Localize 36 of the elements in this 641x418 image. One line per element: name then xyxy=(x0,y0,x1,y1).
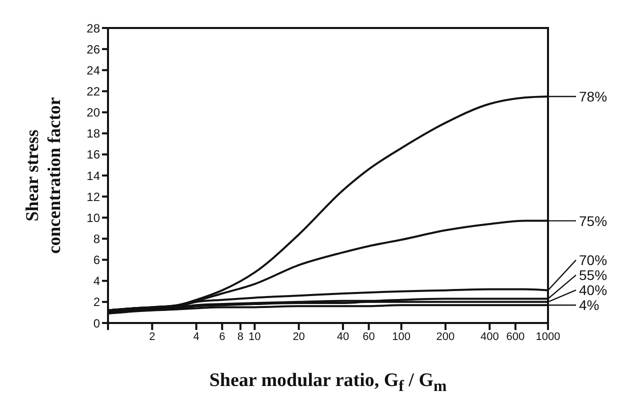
legend-label: 78% xyxy=(579,88,608,104)
y-tick-label: 28 xyxy=(86,21,100,36)
x-tick-label: 20 xyxy=(292,330,305,343)
text: 55% xyxy=(579,267,608,284)
y-tick-label: 22 xyxy=(86,84,100,98)
x-tick-label: 400 xyxy=(480,330,499,343)
y-tick-label: 20 xyxy=(86,106,100,120)
x-tick-label: 100 xyxy=(392,330,411,343)
y-tick-label: 10 xyxy=(86,210,100,225)
legend-label: 4% xyxy=(579,297,600,314)
legend-label: 75% xyxy=(579,212,608,229)
y-tick-label: 16 xyxy=(86,148,100,162)
x-tick-label: 1000 xyxy=(536,330,560,343)
x-tick-label: 10 xyxy=(248,330,261,343)
legend-label: 40% xyxy=(579,282,608,298)
x-tick-label: 40 xyxy=(336,330,350,343)
y-tick-label: 26 xyxy=(86,42,100,56)
y-tick-label: 4 xyxy=(93,274,100,288)
y-tick-label: 0 xyxy=(93,316,100,330)
y-axis-title: Shear stress concentration factor xyxy=(22,97,64,254)
y-tick-label: 8 xyxy=(93,232,100,246)
y-tick-label: 6 xyxy=(93,253,100,268)
y-tick-label: 12 xyxy=(86,190,100,204)
x-tick-label: 60 xyxy=(362,330,375,343)
x-tick-label: 600 xyxy=(506,330,525,343)
x-axis-title: Shear modular ratio, G$_{f}$ / G$_{m}$ xyxy=(208,370,448,396)
x-tick-label: 6 xyxy=(219,330,226,343)
y-tick-label: 2 xyxy=(93,295,100,310)
x-tick-label: 2 xyxy=(149,330,156,343)
x-tick-label: 8 xyxy=(237,330,244,343)
x-tick-label: 200 xyxy=(436,330,455,343)
text: 70% xyxy=(579,252,608,268)
y-tick-label: 18 xyxy=(86,126,100,141)
y-tick-label: 14 xyxy=(86,168,100,183)
x-tick-label: 4 xyxy=(193,330,200,343)
y-tick-label: 24 xyxy=(86,63,100,78)
